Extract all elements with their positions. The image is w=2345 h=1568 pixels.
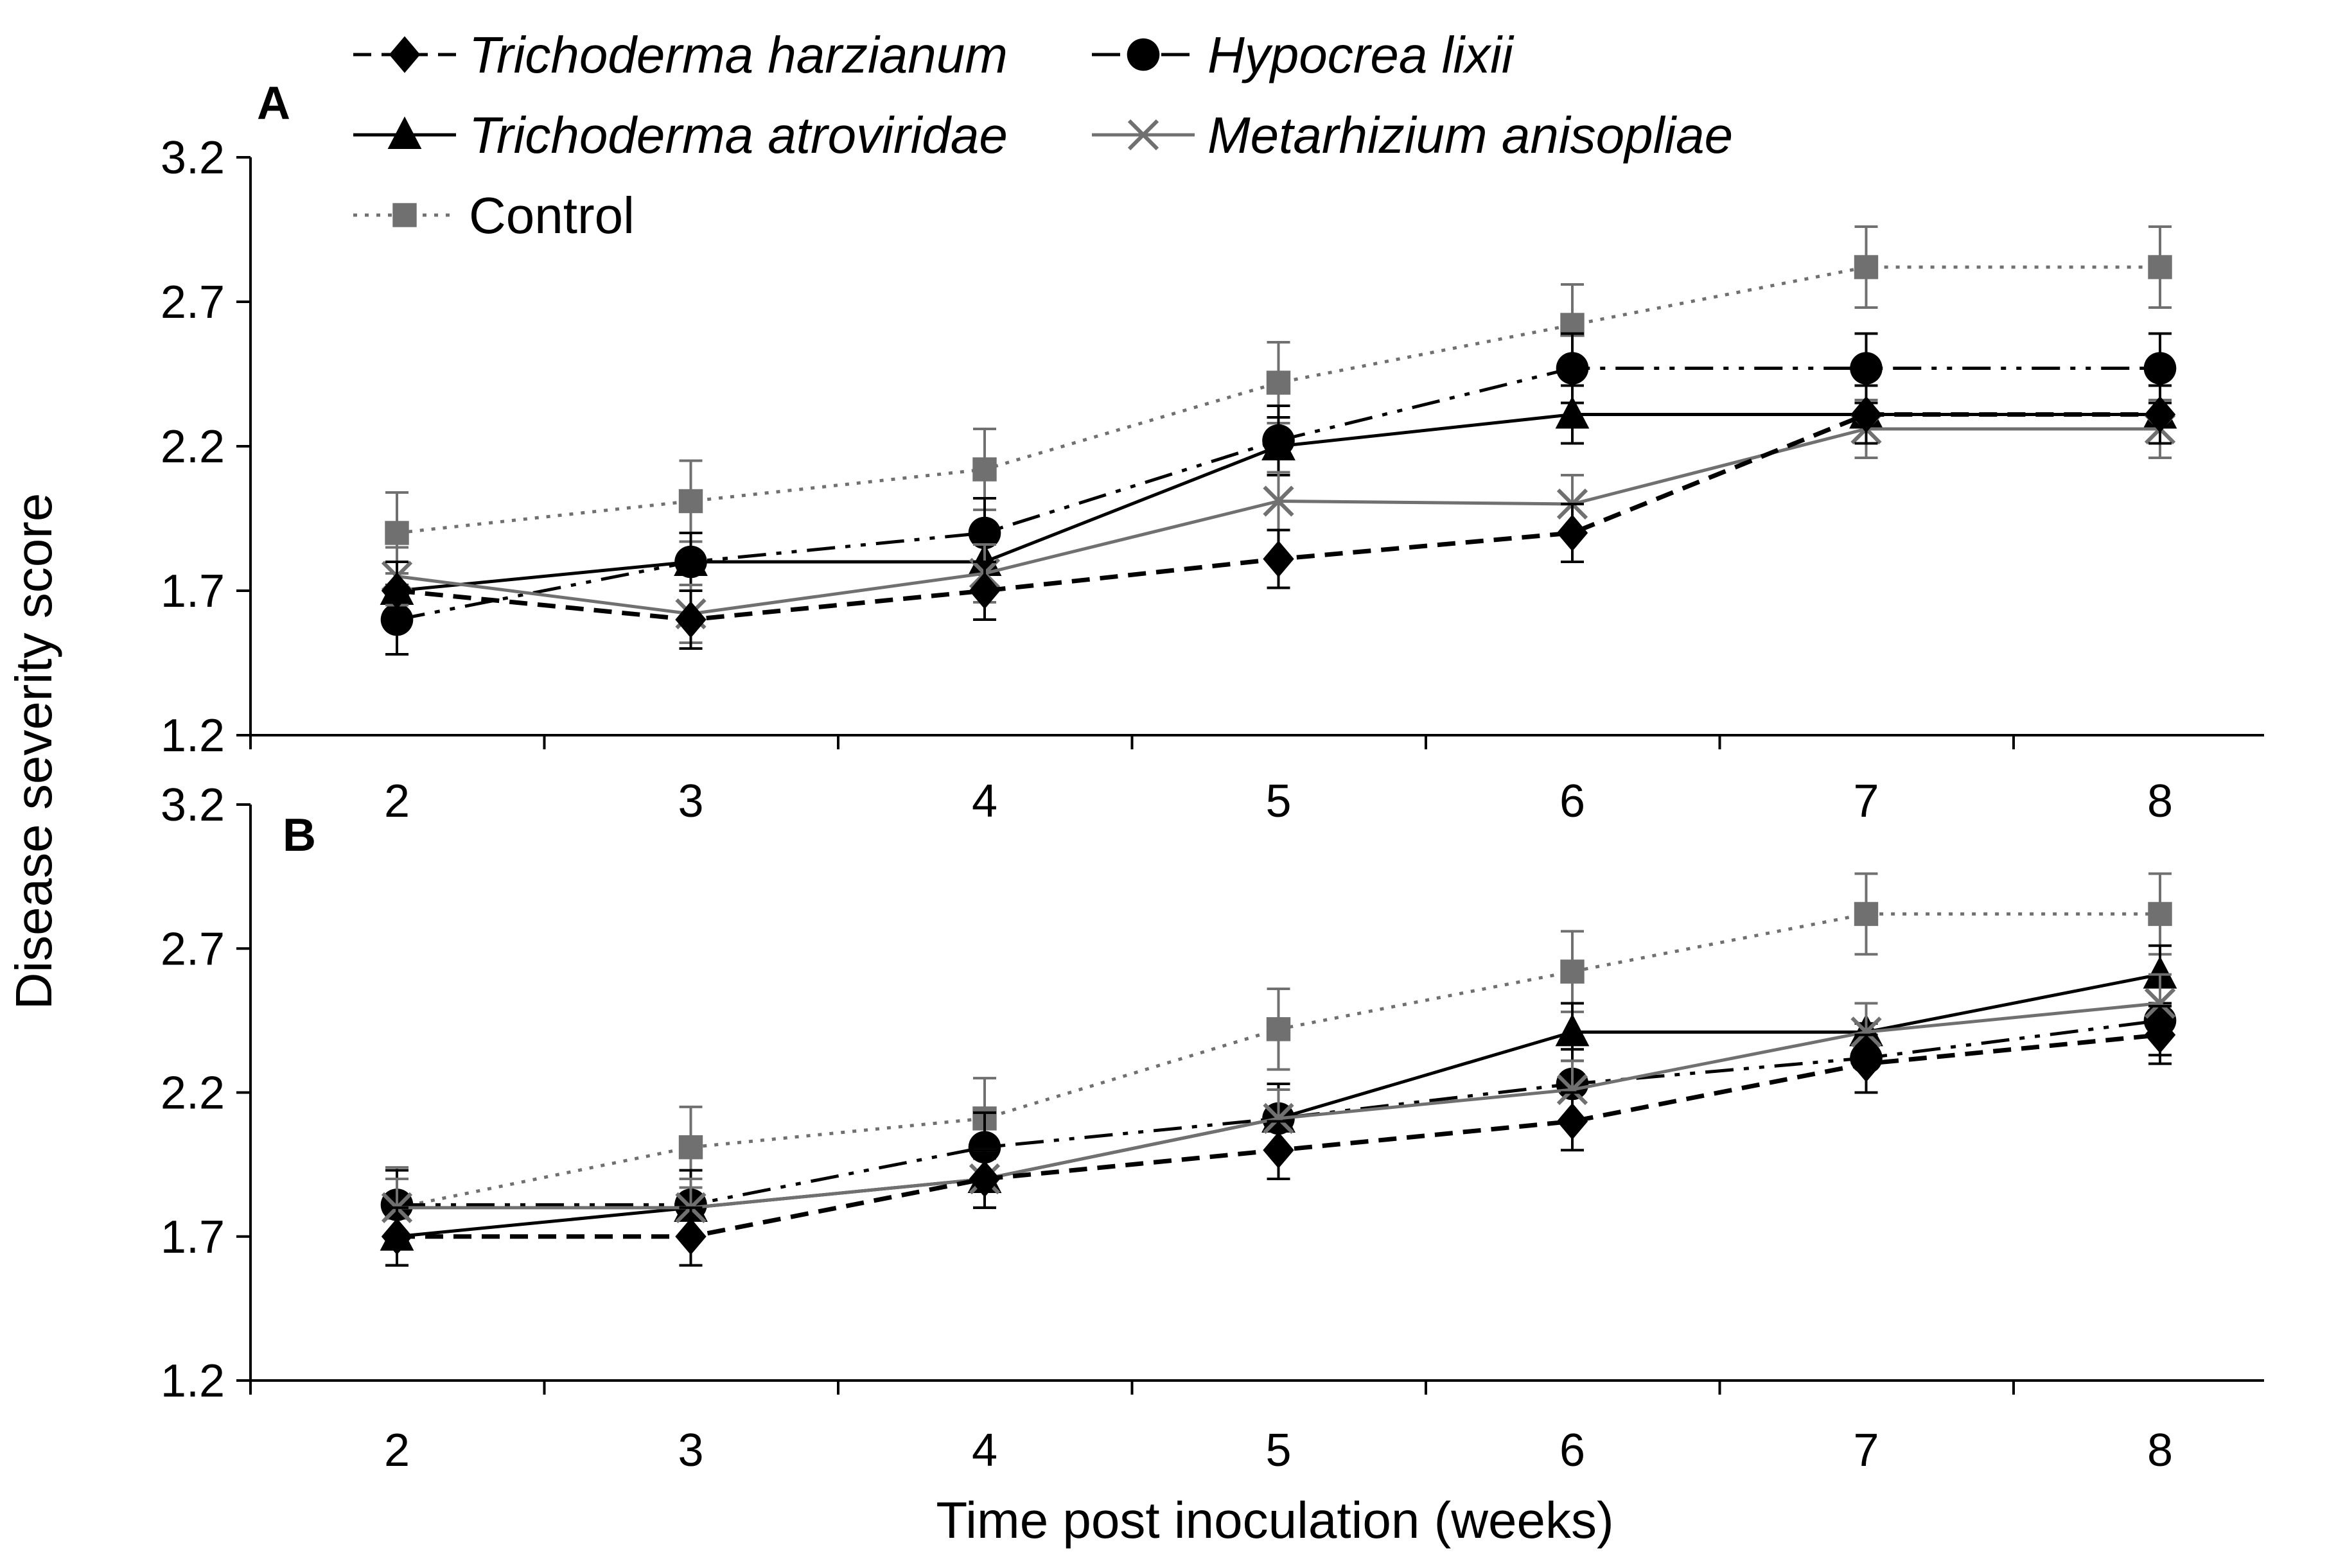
y-tick-label: 2.7 <box>161 277 225 328</box>
series-ctrl <box>385 872 2172 1250</box>
data-point-ctrl <box>1854 902 1879 927</box>
legend-marker <box>1127 38 1160 71</box>
y-tick-label: 2.7 <box>161 923 225 975</box>
data-point-ta <box>1555 396 1590 429</box>
y-tick-label: 2.2 <box>161 421 225 473</box>
legend: Trichoderma harzianum Hypocrea lixii Trich… <box>353 26 1733 244</box>
legend-label: Control <box>469 187 635 244</box>
x-tick-label: 6 <box>1559 776 1585 827</box>
data-point-ctrl <box>2148 255 2172 279</box>
data-point-th <box>1263 540 1294 578</box>
data-point-ma-stroke-2 <box>1556 1074 1588 1106</box>
x-tick-label: 8 <box>2147 1425 2173 1476</box>
data-point-th <box>1556 514 1588 552</box>
series-th <box>381 1004 2176 1267</box>
data-point-ma-stroke-2 <box>2144 988 2176 1019</box>
x-tick-label: 8 <box>2147 776 2173 827</box>
y-tick-label: 1.2 <box>161 710 225 762</box>
data-point-ma <box>1263 1102 1294 1134</box>
data-point-ta <box>1261 428 1295 460</box>
legend-item-ma: Metarhizium anisopliae <box>1092 107 1733 164</box>
x-tick-label: 4 <box>972 1425 997 1476</box>
legend-label: Trichoderma harzianum <box>469 26 1008 83</box>
data-point-ma-stroke-2 <box>1850 1016 1882 1048</box>
data-point-th <box>675 601 707 638</box>
legend-label: Trichoderma atroviridae <box>469 107 1008 164</box>
data-point-ctrl <box>1266 370 1291 395</box>
data-point-ctrl <box>2148 902 2172 927</box>
data-point-hl <box>968 1131 1001 1164</box>
series-ctrl <box>385 225 2172 575</box>
data-point-ctrl <box>1266 1017 1291 1041</box>
data-point-ctrl <box>678 1135 703 1160</box>
x-tick-label: 4 <box>972 776 997 827</box>
data-point-th <box>969 572 1001 609</box>
data-point-th <box>1263 1131 1294 1169</box>
y-axis-title: Disease severity score <box>5 493 62 1010</box>
legend-item-ctrl: Control <box>353 187 635 244</box>
legend-marker <box>1127 119 1159 151</box>
legend-label: Hypocrea lixii <box>1208 26 1515 83</box>
x-tick-label: 7 <box>1853 776 1879 827</box>
data-point-th <box>381 572 413 609</box>
data-point-th <box>2144 396 2176 433</box>
legend-item-hl: Hypocrea lixii <box>1092 26 1515 83</box>
data-point-ta <box>1555 1013 1590 1047</box>
legend-label: Metarhizium anisopliae <box>1208 107 1733 164</box>
data-point-ctrl <box>385 521 409 545</box>
data-point-th <box>969 1160 1001 1198</box>
data-point-ma <box>1263 485 1294 517</box>
data-point-ctrl <box>972 457 997 482</box>
x-tick-label: 3 <box>678 1425 703 1476</box>
x-axis-title: Time post inoculation (weeks) <box>936 1492 1613 1549</box>
y-tick-label: 3.2 <box>161 780 225 831</box>
data-point-hl <box>1556 352 1589 385</box>
panel-b: 1.2 1.7 2.2 2.7 3.2 2 3 4 5 6 7 8 B <box>161 780 2264 1476</box>
data-point-ctrl <box>1560 959 1585 984</box>
legend-marker <box>387 116 422 149</box>
legend-marker-stroke-2 <box>1127 119 1159 151</box>
data-point-ma <box>2144 988 2176 1019</box>
legend-item-th: Trichoderma harzianum <box>353 26 1008 83</box>
data-point-th <box>1850 1045 1882 1083</box>
data-point-ma-stroke-2 <box>1263 1102 1294 1134</box>
data-point-ma <box>1850 1016 1882 1048</box>
data-point-ta <box>674 543 708 576</box>
y-tick-label: 1.2 <box>161 1355 225 1407</box>
legend-item-ta: Trichoderma atroviridae <box>353 107 1008 164</box>
data-point-th <box>675 1218 707 1255</box>
legend-marker <box>392 203 417 227</box>
panel-label: B <box>283 810 316 861</box>
data-point-ctrl <box>678 489 703 514</box>
x-tick-label: 6 <box>1559 1425 1585 1476</box>
series-th <box>381 384 2176 650</box>
data-point-hl <box>1850 352 1883 385</box>
panel-label: A <box>257 78 290 129</box>
data-point-ma <box>1556 1074 1588 1106</box>
data-point-th <box>2144 1016 2176 1054</box>
data-point-ta <box>2143 956 2177 989</box>
x-tick-label: 5 <box>1265 776 1291 827</box>
x-tick-label: 2 <box>384 1425 410 1476</box>
x-tick-label: 3 <box>678 776 703 827</box>
y-tick-label: 2.2 <box>161 1068 225 1119</box>
y-tick-label: 1.7 <box>161 1212 225 1263</box>
data-point-hl <box>2143 352 2177 385</box>
data-point-th <box>1556 1102 1588 1140</box>
y-tick-label: 1.7 <box>161 566 225 617</box>
x-tick-label: 5 <box>1265 1425 1291 1476</box>
data-point-ctrl <box>1854 255 1879 279</box>
data-point-th <box>1850 396 1882 433</box>
data-point-ma-stroke-2 <box>1263 485 1294 517</box>
x-tick-label: 7 <box>1853 1425 1879 1476</box>
legend-marker <box>389 36 421 73</box>
panel-a: 1.2 1.7 2.2 2.7 3.2 2 3 4 5 6 7 8 A <box>161 78 2264 827</box>
x-tick-label: 2 <box>384 776 410 827</box>
data-point-th <box>381 1218 413 1255</box>
y-tick-label: 3.2 <box>161 132 225 184</box>
